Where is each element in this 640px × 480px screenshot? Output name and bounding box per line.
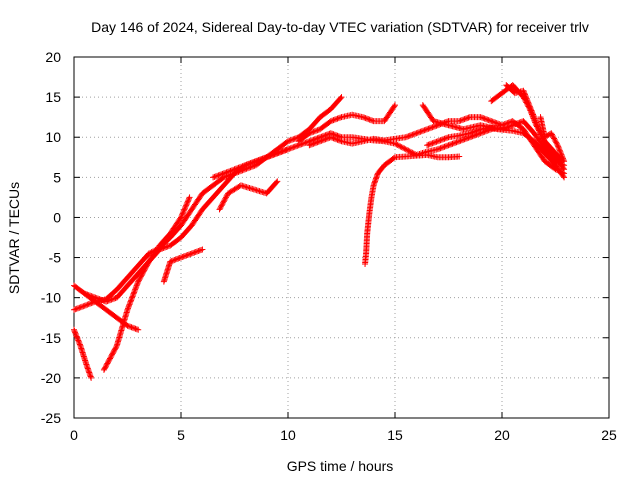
series-markers bbox=[216, 178, 281, 213]
x-tick-label: 10 bbox=[280, 427, 296, 443]
y-tick-label: -5 bbox=[49, 250, 62, 266]
y-tick-label: -10 bbox=[41, 290, 61, 306]
y-tick-label: 15 bbox=[45, 89, 61, 105]
y-tick-label: -25 bbox=[41, 410, 61, 426]
tick-labels: 0 5 10 15 20 25 -25 -20 -15 -10 -5 0 5 10 15 20 bbox=[41, 49, 617, 443]
series-s15 bbox=[499, 118, 568, 177]
series-s11 bbox=[362, 151, 463, 267]
y-tick-label: -20 bbox=[41, 370, 61, 386]
series-s1 bbox=[71, 326, 95, 381]
y-axis-label: SDTVAR / TECUs bbox=[6, 182, 22, 294]
series-s9 bbox=[295, 102, 398, 145]
series-s7 bbox=[216, 178, 281, 213]
series-markers bbox=[424, 118, 568, 169]
y-tick-label: 0 bbox=[53, 209, 61, 225]
x-tick-label: 0 bbox=[70, 427, 78, 443]
data-series bbox=[71, 82, 568, 381]
series-s6 bbox=[160, 246, 206, 285]
y-tick-label: -15 bbox=[41, 330, 61, 346]
axes bbox=[73, 56, 610, 419]
x-tick-label: 20 bbox=[494, 427, 510, 443]
x-tick-label: 5 bbox=[177, 427, 185, 443]
y-tick-label: 10 bbox=[45, 129, 61, 145]
series-markers bbox=[362, 151, 463, 267]
series-markers bbox=[499, 118, 568, 177]
series-markers bbox=[71, 326, 95, 381]
x-tick-label: 15 bbox=[387, 427, 403, 443]
series-s16 bbox=[537, 114, 568, 165]
series-markers bbox=[160, 246, 206, 285]
plot-border bbox=[73, 56, 610, 419]
series-s17 bbox=[424, 118, 568, 169]
y-tick-label: 5 bbox=[53, 169, 61, 185]
x-axis-label: GPS time / hours bbox=[287, 458, 394, 474]
x-tick-label: 25 bbox=[601, 427, 617, 443]
chart-title: Day 146 of 2024, Sidereal Day-to-day VTE… bbox=[91, 19, 589, 35]
series-markers bbox=[295, 102, 398, 145]
y-tick-label: 20 bbox=[45, 49, 61, 65]
series-markers bbox=[537, 114, 568, 165]
